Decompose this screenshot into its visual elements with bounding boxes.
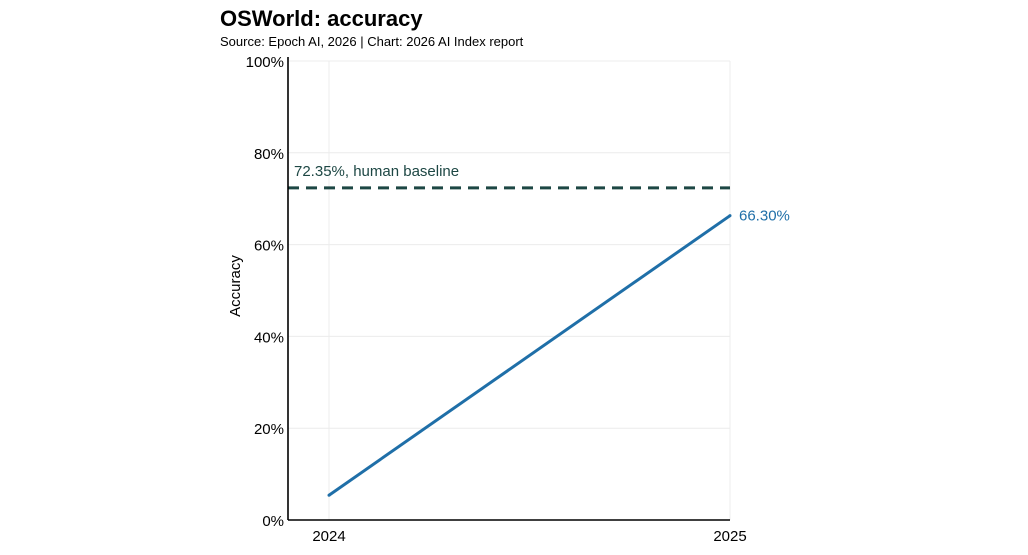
chart-title: OSWorld: accuracy [220, 6, 423, 31]
data-point [728, 214, 732, 218]
y-tick-label: 60% [254, 238, 284, 255]
chart-subtitle: Source: Epoch AI, 2026 | Chart: 2026 AI … [220, 34, 524, 49]
human-baseline-label: 72.35%, human baseline [294, 163, 459, 180]
y-axis-label: Accuracy [227, 255, 244, 317]
y-tick-label: 0% [262, 513, 284, 530]
accuracy-line [328, 214, 731, 497]
x-tick-label: 2025 [713, 528, 746, 545]
y-tick-label: 40% [254, 329, 284, 346]
tick-labels: 0% 20% 40% 60% 80% 100% 2024 2025 [246, 54, 747, 545]
data-point [327, 493, 331, 497]
reference-line-group: 72.35%, human baseline [288, 163, 730, 190]
y-tick-label: 80% [254, 146, 284, 163]
axes [287, 57, 730, 521]
series-group: 66.30% [327, 208, 790, 497]
end-value-label: 66.30% [739, 208, 790, 225]
gridlines [288, 60, 731, 521]
y-tick-label: 20% [254, 421, 284, 438]
x-tick-label: 2024 [312, 528, 345, 545]
y-tick-label: 100% [246, 54, 284, 71]
